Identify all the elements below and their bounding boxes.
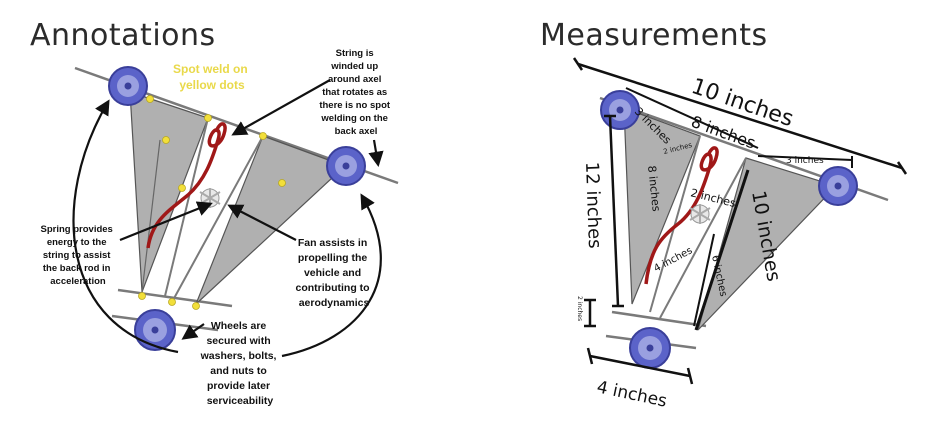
m-wheel-front — [629, 327, 671, 369]
frame-strut-3 — [171, 135, 264, 303]
spot-weld-note: Spot weld on yellow dots — [173, 62, 251, 92]
annotations-title: Annotations — [30, 18, 216, 53]
string-note: String is winded up around axel that rot… — [319, 48, 392, 137]
wheels-arrow-right — [281, 193, 382, 358]
wheels-arrow-left — [72, 99, 179, 354]
spring-arrow — [119, 201, 213, 242]
frame-strut-2 — [164, 117, 209, 297]
wheels-note: Wheels are secured with washers, bolts, … — [200, 320, 280, 407]
m-frame-strut-2 — [659, 157, 747, 319]
string-arrow — [231, 79, 331, 136]
m-wheel-back-right — [818, 166, 858, 206]
m-front-axle-rod — [611, 310, 707, 328]
wheel-back-left — [108, 66, 148, 106]
dim-2-left: 2 inches — [576, 296, 583, 321]
wheel-front — [134, 309, 176, 351]
fan-arrow — [227, 204, 297, 241]
frame-panel-left — [129, 91, 209, 293]
measurements-title: Measurements — [540, 18, 768, 53]
spring — [146, 122, 227, 249]
string-arrow-back — [368, 139, 384, 168]
dim-8-vertical: 8 inches — [645, 165, 663, 212]
annotated-vehicle — [74, 66, 399, 351]
wheel-back-right — [326, 146, 366, 186]
m-frame-panel-right — [697, 157, 838, 331]
dim-3-right: 3 inches — [786, 156, 824, 166]
dim-4-bottom: 4 inches — [595, 377, 669, 411]
m-fan — [689, 204, 711, 224]
wheels-arrow-front — [181, 323, 205, 340]
frame-panel-right — [195, 135, 347, 305]
m-wheel-back-left — [600, 90, 640, 130]
dim-12: 12 inches — [581, 161, 605, 248]
m-spring — [644, 146, 719, 285]
dimension-lines — [572, 57, 908, 385]
frame-strut — [141, 139, 161, 293]
fan-note: Fan assists in propelling the vehicle an… — [296, 237, 373, 309]
measured-vehicle — [599, 90, 889, 369]
dim-4-inner: 4 inches — [652, 245, 694, 274]
annotation-arrows — [72, 79, 384, 358]
m-frame-strut — [649, 135, 701, 313]
m-frame-panel-left — [623, 107, 701, 305]
weld-dots — [138, 95, 286, 310]
